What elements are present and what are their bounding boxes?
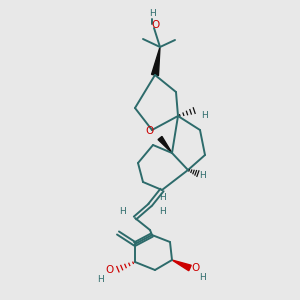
Text: O: O — [106, 265, 114, 275]
Polygon shape — [172, 260, 191, 271]
Text: H: H — [159, 194, 165, 202]
Text: H: H — [199, 274, 206, 283]
Text: H: H — [159, 208, 165, 217]
Text: H: H — [97, 275, 104, 284]
Text: H: H — [201, 112, 207, 121]
Text: O: O — [151, 20, 159, 30]
Text: H: H — [148, 10, 155, 19]
Text: O: O — [146, 126, 154, 136]
Text: H: H — [118, 208, 125, 217]
Polygon shape — [158, 136, 172, 153]
Text: O: O — [192, 263, 200, 273]
Polygon shape — [152, 47, 160, 76]
Text: H: H — [199, 170, 206, 179]
